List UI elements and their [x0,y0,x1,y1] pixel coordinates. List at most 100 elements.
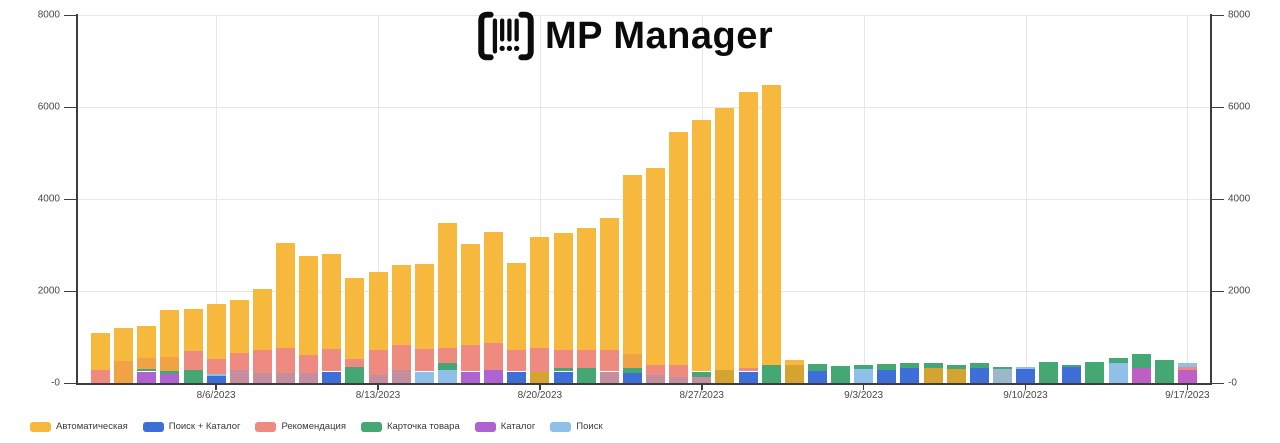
bar-segment[interactable] [1062,367,1082,383]
bar-segment[interactable] [461,344,480,372]
bar-segment[interactable] [276,348,295,373]
bar-segment[interactable] [946,364,966,370]
bar-segment[interactable] [368,374,388,383]
bar-segment[interactable] [761,365,781,383]
bar-segment[interactable] [646,168,665,366]
bar-segment[interactable] [622,368,642,374]
bar-segment[interactable] [137,325,157,358]
bar-segment[interactable] [229,370,249,383]
bar-segment[interactable] [553,371,573,383]
bar-segment[interactable] [414,264,434,350]
bar-segment[interactable] [992,366,1012,369]
bar-segment[interactable] [437,363,457,371]
bar-segment[interactable] [692,371,712,377]
bar-segment[interactable] [923,363,943,369]
bar-segment[interactable] [229,353,249,371]
bar-segment[interactable] [692,376,712,383]
bar-segment[interactable] [1131,354,1151,369]
bar-segment[interactable] [622,373,642,383]
bar-segment[interactable] [1177,370,1197,383]
bar-segment[interactable] [299,354,319,373]
bar-segment[interactable] [669,364,689,377]
bar-segment[interactable] [437,348,457,364]
bar-segment[interactable] [183,370,203,383]
bar-segment[interactable] [992,368,1012,383]
bar-segment[interactable] [484,232,504,344]
bar-segment[interactable] [114,327,134,361]
bar-segment[interactable] [646,374,665,383]
bar-segment[interactable] [923,368,943,383]
bar-segment[interactable] [669,376,689,383]
bar-segment[interactable] [576,349,596,369]
bar-segment[interactable] [299,372,319,383]
bar-segment[interactable] [368,271,388,351]
bar-segment[interactable] [530,371,550,383]
bar-segment[interactable] [437,222,457,349]
bar-segment[interactable] [1131,368,1151,383]
bar-segment[interactable] [877,370,897,383]
bar-segment[interactable] [252,289,272,350]
bar-segment[interactable] [322,349,342,372]
bar-segment[interactable] [1016,366,1035,370]
legend-item[interactable]: Рекомендация [255,421,346,432]
bar-segment[interactable] [669,131,689,365]
bar-segment[interactable] [622,353,642,369]
bar-segment[interactable] [530,237,550,349]
bar-segment[interactable] [507,371,527,383]
bar-segment[interactable] [484,370,504,383]
bar-segment[interactable] [160,356,180,372]
bar-segment[interactable] [206,358,226,374]
bar-segment[interactable] [206,375,226,383]
bar-segment[interactable] [160,374,180,383]
bar-segment[interactable] [1177,362,1197,367]
bar-segment[interactable] [345,366,365,383]
bar-segment[interactable] [807,371,827,383]
bar-segment[interactable] [715,369,735,383]
bar-segment[interactable] [946,369,966,383]
bar-segment[interactable] [322,254,342,350]
bar-segment[interactable] [299,256,319,355]
bar-segment[interactable] [1039,361,1059,383]
bar-segment[interactable] [1108,362,1128,383]
bar-segment[interactable] [1016,369,1035,383]
bar-segment[interactable] [368,350,388,375]
bar-segment[interactable] [206,303,226,359]
legend-item[interactable]: Поиск [550,421,603,432]
bar-segment[interactable] [831,365,850,383]
bar-segment[interactable] [137,371,157,383]
bar-segment[interactable] [738,371,758,383]
bar-segment[interactable] [784,359,804,366]
bar-segment[interactable] [414,349,434,372]
bar-segment[interactable] [229,300,249,354]
bar-segment[interactable] [576,368,596,383]
bar-segment[interactable] [854,369,874,383]
bar-segment[interactable] [507,349,527,372]
bar-segment[interactable] [969,362,989,369]
bar-segment[interactable] [784,365,804,383]
bar-segment[interactable] [345,278,365,359]
bar-segment[interactable] [160,371,180,375]
bar-segment[interactable] [391,370,411,383]
bar-segment[interactable] [461,371,480,383]
bar-segment[interactable] [252,349,272,373]
bar-segment[interactable] [738,368,758,372]
bar-segment[interactable] [276,243,295,349]
bar-segment[interactable] [715,107,735,370]
bar-segment[interactable] [692,119,712,372]
legend-item[interactable]: Карточка товара [360,421,460,432]
bar-segment[interactable] [137,357,157,370]
bar-segment[interactable] [877,364,897,371]
bar-segment[interactable] [1085,361,1105,383]
bar-segment[interactable] [414,371,434,383]
bar-segment[interactable] [183,308,203,352]
bar-segment[interactable] [553,233,573,350]
bar-segment[interactable] [252,372,272,383]
bar-segment[interactable] [345,358,365,367]
bar-segment[interactable] [322,371,342,383]
bar-segment[interactable] [761,84,781,366]
bar-segment[interactable] [507,262,527,350]
bar-segment[interactable] [391,344,411,371]
bar-segment[interactable] [484,343,504,371]
bar-segment[interactable] [553,349,573,369]
bar-segment[interactable] [969,368,989,383]
